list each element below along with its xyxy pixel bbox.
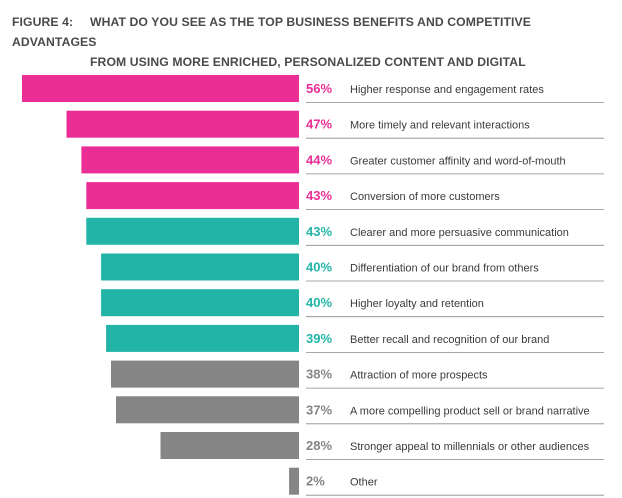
bar-4 [86, 182, 299, 210]
category-label-10: A more compelling product sell or brand … [350, 405, 590, 417]
figure-number: FIGURE 4: [12, 15, 74, 29]
category-label-1: Higher response and engagement rates [350, 84, 544, 96]
title-line-1: FIGURE 4: WHAT DO YOU SEE AS THE TOP BUSI… [12, 12, 612, 52]
value-label-3: 44% [306, 152, 332, 167]
category-label-4: Conversion of more customers [350, 191, 500, 203]
category-label-3: Greater customer affinity and word-of-mo… [350, 155, 566, 167]
value-label-4: 43% [306, 188, 332, 203]
value-label-9: 38% [306, 367, 332, 382]
value-label-7: 40% [306, 295, 332, 310]
bar-8 [106, 324, 299, 352]
bar-5 [86, 217, 299, 245]
value-label-1: 56% [306, 81, 332, 96]
value-label-6: 40% [306, 260, 332, 275]
category-label-12: Other [350, 477, 378, 489]
category-label-2: More timely and relevant interactions [350, 120, 530, 132]
bar-10 [116, 396, 299, 424]
value-label-8: 39% [306, 331, 332, 346]
value-label-5: 43% [306, 224, 332, 239]
value-label-2: 47% [306, 117, 332, 132]
category-label-9: Attraction of more prospects [350, 370, 488, 382]
category-label-11: Stronger appeal to millennials or other … [350, 441, 590, 453]
bar-12 [289, 467, 299, 495]
category-label-6: Differentiation of our brand from others [350, 263, 539, 275]
bar-3 [81, 146, 300, 174]
category-label-7: Higher loyalty and retention [350, 298, 484, 310]
title-text-line-1: WHAT DO YOU SEE AS THE TOP BUSINESS BENE… [12, 15, 531, 49]
bar-1 [22, 75, 299, 102]
value-label-10: 37% [306, 402, 332, 417]
category-label-5: Clearer and more persuasive communicatio… [350, 227, 569, 239]
chart-title: FIGURE 4: WHAT DO YOU SEE AS THE TOP BUSI… [12, 12, 612, 92]
bar-11 [160, 432, 299, 459]
value-label-11: 28% [306, 438, 332, 453]
bar-6 [101, 253, 299, 281]
bar-2 [66, 110, 299, 138]
category-label-8: Better recall and recognition of our bra… [350, 334, 549, 346]
bar-7 [101, 289, 299, 317]
bar-9 [111, 360, 299, 388]
value-label-12: 2% [306, 474, 325, 489]
